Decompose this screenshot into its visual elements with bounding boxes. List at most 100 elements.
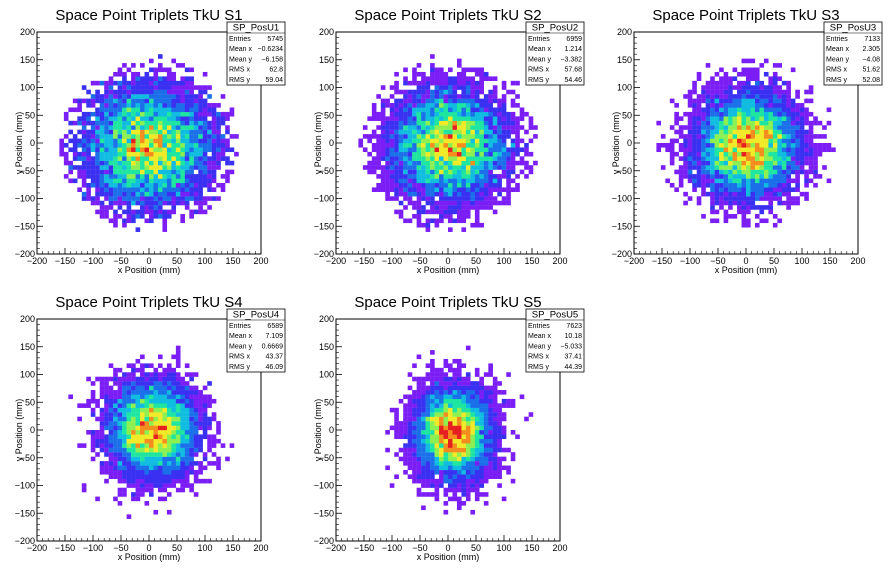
- histogram-bin: [710, 116, 715, 121]
- histogram-bin: [705, 182, 711, 188]
- histogram-bin: [108, 363, 114, 368]
- histogram-bin: [795, 89, 800, 95]
- histogram-bin: [135, 461, 141, 466]
- histogram-bin: [59, 151, 65, 157]
- histogram-bin: [86, 103, 91, 108]
- histogram-bin: [171, 76, 177, 81]
- histogram-bin: [750, 98, 756, 104]
- histogram-bin: [126, 143, 132, 148]
- histogram-bin: [202, 129, 208, 135]
- histogram-bin: [171, 474, 177, 479]
- histogram-bin: [157, 354, 163, 360]
- histogram-bin: [750, 85, 756, 90]
- histogram-bin: [674, 151, 679, 157]
- histogram-bin: [492, 134, 498, 139]
- histogram-bin: [772, 187, 778, 192]
- histogram-bin: [786, 196, 791, 201]
- histogram-bin: [385, 191, 390, 197]
- histogram-bin: [211, 156, 217, 161]
- histogram-bin: [407, 169, 413, 175]
- stats-row-value: 44.39: [564, 364, 582, 371]
- histogram-bin: [171, 85, 177, 90]
- histogram-bin: [412, 156, 417, 161]
- histogram-bin: [104, 143, 109, 148]
- histogram-bin: [211, 416, 217, 422]
- histogram-bin: [193, 200, 199, 206]
- histogram-bin: [394, 174, 399, 179]
- histogram-bin: [421, 182, 426, 188]
- histogram-bin: [430, 376, 435, 382]
- histogram-bin: [492, 390, 498, 395]
- histogram-bin: [371, 187, 377, 192]
- histogram-bin: [394, 71, 399, 77]
- histogram-bin: [425, 125, 431, 130]
- histogram-bin: [153, 80, 159, 86]
- histogram-bin: [786, 80, 791, 86]
- histogram-bin: [193, 85, 199, 90]
- histogram-bin: [171, 71, 177, 77]
- histogram-bin: [189, 372, 194, 377]
- histogram-bin: [126, 196, 132, 201]
- histogram-bin: [166, 120, 172, 126]
- histogram-bin: [113, 443, 118, 448]
- histogram-bin: [394, 107, 399, 113]
- histogram-bin: [746, 200, 751, 206]
- histogram-bin: [786, 107, 791, 113]
- histogram-bin: [723, 147, 729, 153]
- histogram-bin: [737, 138, 742, 144]
- histogram-bin: [488, 98, 493, 104]
- histogram-bin: [465, 120, 471, 126]
- histogram-bin: [385, 178, 390, 184]
- histogram-bin: [461, 156, 467, 161]
- histogram-bin: [144, 116, 150, 121]
- histogram-bin: [198, 94, 203, 99]
- histogram-bin: [108, 151, 114, 157]
- histogram-bin: [448, 89, 453, 95]
- histogram-bin: [434, 80, 440, 86]
- histogram-bin: [108, 205, 114, 210]
- histogram-bin: [479, 80, 484, 86]
- histogram-bin: [443, 89, 449, 95]
- histogram-bin: [474, 103, 480, 108]
- histogram-bin: [144, 487, 150, 493]
- histogram-bin: [153, 71, 159, 77]
- histogram-bin: [216, 160, 221, 166]
- histogram-bin: [362, 125, 368, 130]
- histogram-bin: [149, 456, 154, 462]
- histogram-bin: [439, 421, 444, 426]
- histogram-bin: [439, 403, 444, 408]
- histogram-bin: [430, 447, 435, 453]
- histogram-bin: [77, 169, 82, 175]
- histogram-bin: [474, 67, 480, 73]
- histogram-bin: [225, 129, 230, 135]
- histogram-bin: [439, 147, 444, 153]
- histogram-bin: [746, 116, 751, 121]
- histogram-bin: [750, 103, 756, 108]
- histogram-bin: [149, 151, 154, 157]
- histogram-bin: [189, 89, 194, 95]
- histogram-bin: [416, 209, 422, 215]
- histogram-bin: [714, 98, 720, 104]
- histogram-bin: [813, 160, 818, 166]
- histogram-bin: [144, 151, 150, 157]
- histogram-bin: [149, 178, 154, 184]
- histogram-bin: [759, 111, 765, 117]
- histogram-bin: [479, 178, 484, 184]
- histogram-bin: [189, 151, 194, 157]
- histogram-bin: [786, 160, 791, 166]
- histogram-bin: [452, 107, 458, 113]
- histogram-bin: [434, 156, 440, 161]
- histogram-bin: [380, 165, 386, 170]
- histogram-bin: [175, 430, 181, 435]
- histogram-bin: [166, 434, 172, 440]
- histogram-bin: [741, 67, 747, 73]
- histogram-bin: [430, 421, 435, 426]
- histogram-bin: [710, 178, 715, 184]
- histogram-bin: [790, 107, 796, 113]
- histogram-bin: [750, 191, 756, 197]
- histogram-bin: [104, 412, 109, 417]
- histogram-bin: [701, 85, 706, 90]
- histogram-bin: [483, 103, 489, 108]
- histogram-bin: [470, 403, 476, 408]
- histogram-bin: [416, 182, 422, 188]
